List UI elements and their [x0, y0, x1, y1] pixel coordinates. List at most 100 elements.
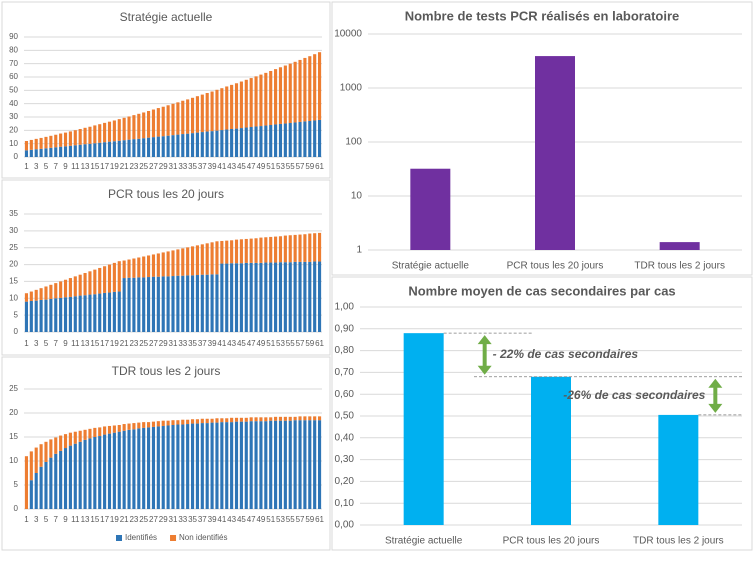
x-tick-label: 9 [63, 339, 68, 348]
bar [403, 333, 444, 525]
bar-segment [176, 102, 180, 135]
bar-segment [283, 262, 287, 332]
bar-segment [93, 125, 97, 144]
bar [658, 414, 699, 525]
bar-segment [151, 109, 156, 138]
bar-segment [93, 437, 97, 509]
bar [659, 242, 700, 250]
legend-label: Identifiés [125, 533, 157, 542]
bar-segment [39, 148, 43, 157]
bar-segment [181, 275, 185, 332]
bar-segment [68, 296, 72, 332]
bar-segment [264, 125, 268, 157]
bar-segment [161, 420, 165, 426]
bar-segment [98, 293, 102, 332]
bar-segment [176, 134, 180, 157]
bar-segment [166, 105, 170, 136]
x-tick-label: 9 [63, 515, 68, 524]
bar-segment [156, 426, 160, 509]
bar-segment [68, 131, 72, 146]
bar-segment [288, 420, 292, 509]
bar-segment [59, 297, 63, 332]
bar-segment [303, 416, 307, 421]
bar-segment [278, 416, 283, 421]
x-tick-label: 25 [139, 162, 148, 171]
x-tick-label: 21 [120, 162, 129, 171]
bar-segment [24, 456, 29, 509]
bar-segment [215, 274, 219, 332]
y-tick-label: 1,00 [335, 302, 355, 313]
bar-segment [195, 423, 199, 509]
bar-segment [59, 281, 63, 298]
bar-segment [107, 121, 112, 142]
bar-segment [288, 235, 292, 263]
bar-segment [78, 129, 82, 145]
bar-segment [117, 261, 121, 292]
y-tick-label: 1000 [340, 83, 363, 94]
bar-segment [176, 249, 180, 276]
x-tick-label: 21 [120, 339, 129, 348]
bar-segment [293, 122, 297, 157]
y-tick-label: 0,30 [335, 454, 355, 465]
bar-segment [34, 300, 38, 332]
bar-segment [132, 423, 136, 430]
y-tick-label: 90 [9, 32, 18, 41]
bar-segment [122, 278, 126, 332]
bar-segment [59, 146, 63, 157]
bar-segment [278, 123, 283, 157]
bar-segment [34, 289, 38, 301]
x-tick-label: 35 [188, 162, 197, 171]
x-tick-label: 41 [217, 339, 226, 348]
bar-segment [78, 430, 82, 442]
bar-segment [34, 447, 38, 473]
x-tick-label: 21 [120, 515, 129, 524]
bar-segment [49, 147, 53, 157]
x-tick-label: 7 [54, 162, 59, 171]
x-tick-label: 5 [44, 339, 49, 348]
bar-segment [205, 274, 209, 332]
bar-segment [225, 240, 229, 264]
bar-segment [283, 65, 287, 124]
bar-segment [288, 123, 292, 157]
y-tick-label: 0,50 [335, 411, 355, 422]
bar-segment [98, 124, 102, 143]
bar-segment [317, 420, 322, 509]
bar-segment [34, 473, 38, 509]
bar-segment [274, 69, 278, 125]
x-tick-label: 27 [149, 515, 158, 524]
bar-segment [220, 88, 224, 131]
y-tick-label: 80 [9, 45, 18, 54]
y-tick-label: 0,00 [335, 520, 355, 531]
bar-segment [244, 262, 248, 332]
bar-segment [127, 423, 131, 430]
bar-segment [274, 236, 278, 263]
x-tick-label: Stratégie actuelle [385, 536, 463, 547]
bar-segment [234, 421, 239, 509]
bar-segment [176, 424, 180, 509]
bar-segment [122, 117, 126, 141]
bar-segment [244, 79, 248, 128]
x-tick-label: 31 [169, 339, 178, 348]
bar-segment [190, 423, 195, 509]
bar-segment [264, 262, 268, 332]
x-tick-label: 19 [110, 339, 119, 348]
y-tick-label: 10 [9, 139, 18, 148]
bar-segment [166, 420, 170, 426]
bar-segment [63, 146, 68, 157]
x-tick-label: 39 [208, 339, 217, 348]
bar-segment [156, 136, 160, 157]
bar-segment [225, 129, 229, 157]
bar-segment [88, 428, 92, 439]
bar-segment [63, 132, 68, 147]
bar-segment [83, 127, 87, 145]
x-tick-label: 47 [247, 515, 256, 524]
bar-segment [254, 417, 258, 422]
y-tick-label: 60 [9, 72, 18, 81]
bar-segment [147, 111, 151, 138]
y-tick-label: 20 [9, 408, 18, 417]
bar-segment [49, 284, 53, 299]
bar-segment [210, 418, 214, 423]
y-tick-label: 10 [9, 456, 18, 465]
y-tick-label: 0,70 [335, 367, 355, 378]
x-tick-label: 25 [139, 515, 148, 524]
